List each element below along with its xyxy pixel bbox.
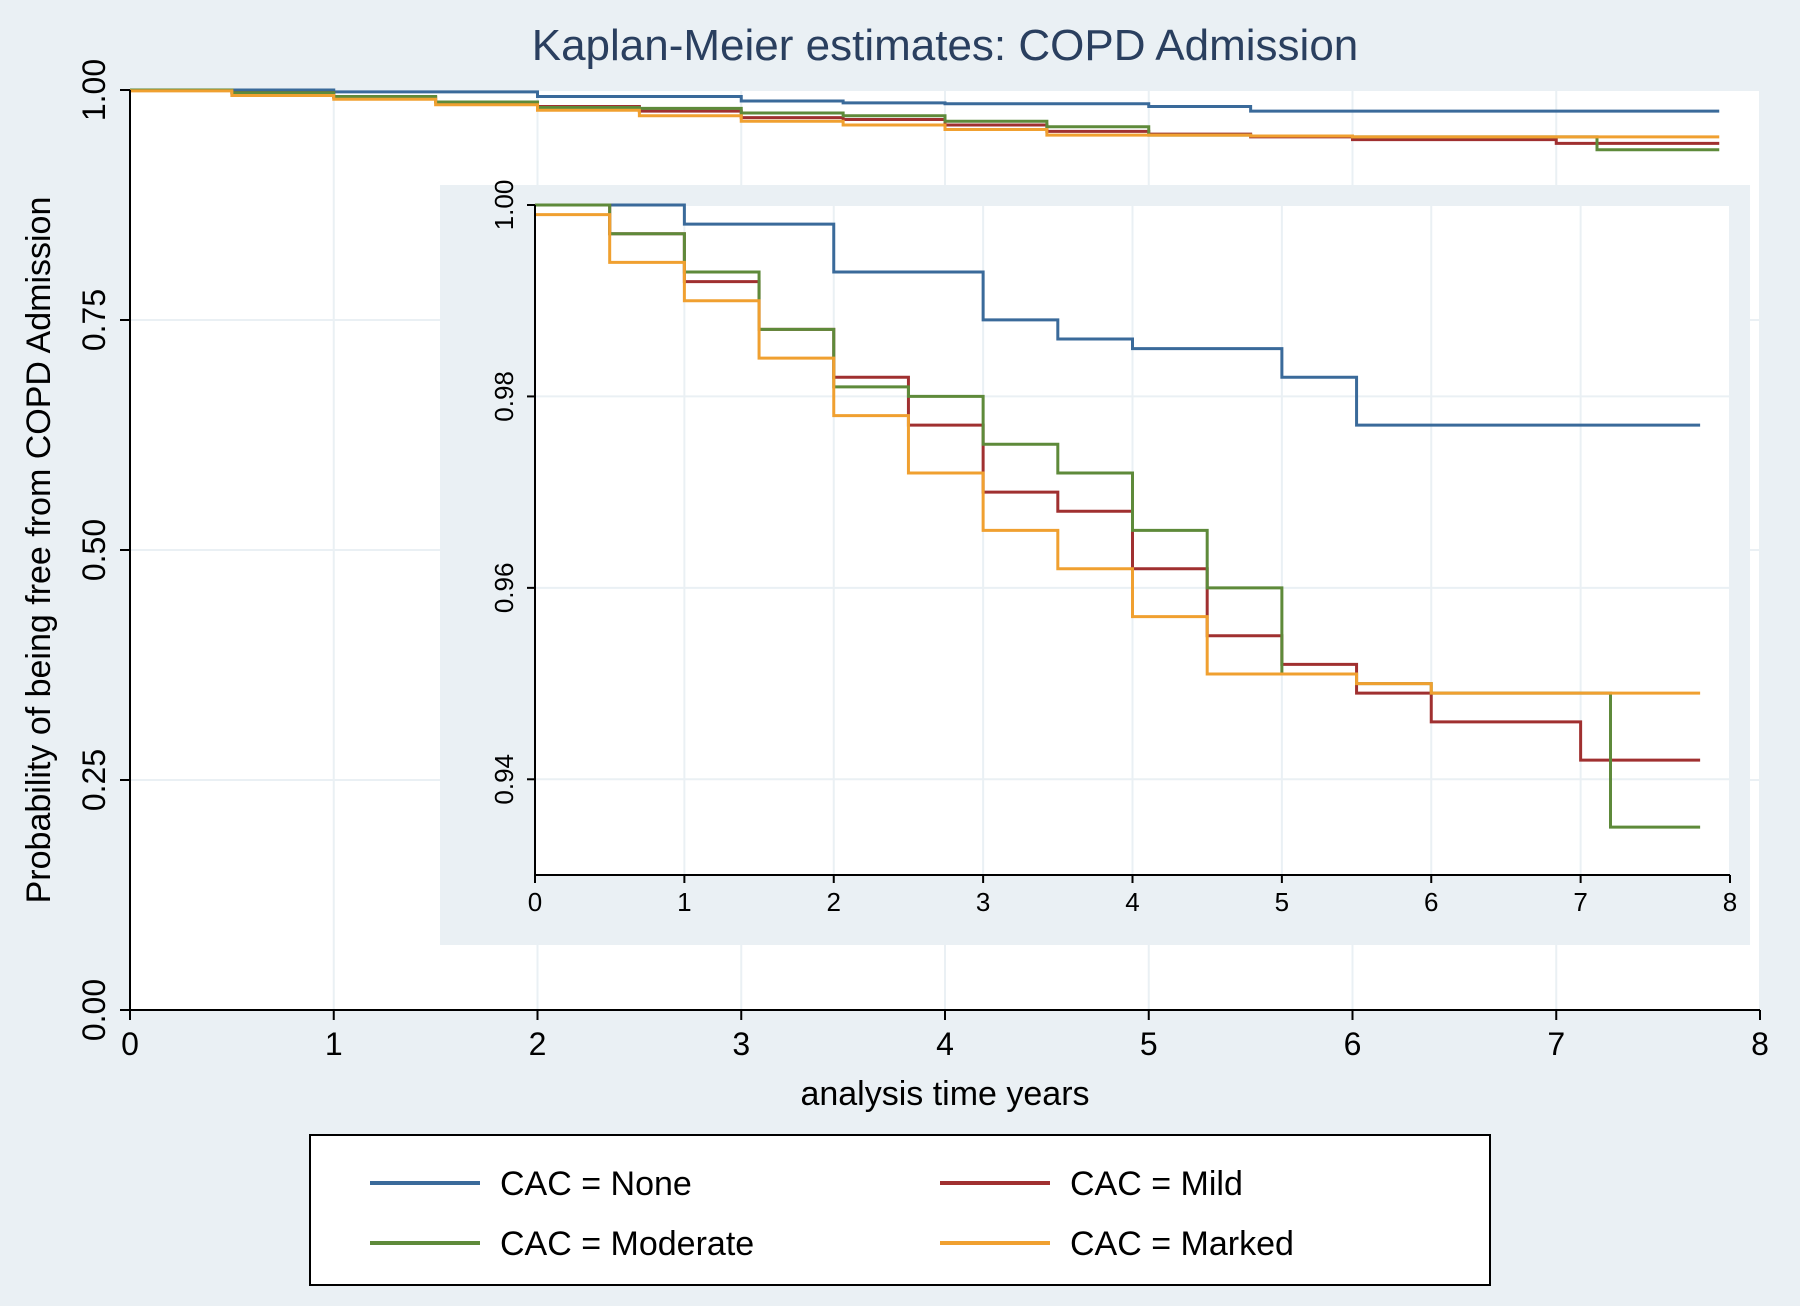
legend-label: CAC = Mild <box>1070 1165 1243 1203</box>
inset-x-ticklabel: 8 <box>1723 887 1737 917</box>
main-x-ticklabel: 8 <box>1751 1026 1769 1062</box>
main-y-ticklabel: 0.75 <box>76 289 112 351</box>
inset-x-ticklabel: 1 <box>677 887 691 917</box>
inset-x-ticklabel: 4 <box>1125 887 1139 917</box>
main-y-ticklabel: 0.50 <box>76 519 112 581</box>
legend-label: CAC = None <box>500 1165 692 1203</box>
main-y-label: Probability of being free from COPD Admi… <box>20 197 58 904</box>
inset-y-ticklabel: 0.98 <box>489 371 519 422</box>
inset-y-ticklabel: 1.00 <box>489 180 519 231</box>
legend-label: CAC = Moderate <box>500 1225 754 1263</box>
chart-title: Kaplan-Meier estimates: COPD Admission <box>532 21 1359 70</box>
inset-x-ticklabel: 0 <box>528 887 542 917</box>
inset-x-ticklabel: 5 <box>1275 887 1289 917</box>
main-x-ticklabel: 3 <box>732 1026 750 1062</box>
main-y-ticklabel: 1.00 <box>76 59 112 121</box>
main-x-label: analysis time years <box>800 1075 1089 1113</box>
main-y-ticklabel: 0.25 <box>76 749 112 811</box>
main-x-ticklabel: 2 <box>529 1026 547 1062</box>
main-x-ticklabel: 7 <box>1547 1026 1565 1062</box>
main-y-ticklabel: 0.00 <box>76 979 112 1041</box>
main-x-ticklabel: 4 <box>936 1026 954 1062</box>
main-x-ticklabel: 0 <box>121 1026 139 1062</box>
inset-x-ticklabel: 3 <box>976 887 990 917</box>
main-x-ticklabel: 1 <box>325 1026 343 1062</box>
main-x-ticklabel: 6 <box>1344 1026 1362 1062</box>
main-x-ticklabel: 5 <box>1140 1026 1158 1062</box>
inset-y-ticklabel: 0.96 <box>489 563 519 614</box>
inset-x-ticklabel: 7 <box>1573 887 1587 917</box>
inset-x-ticklabel: 2 <box>827 887 841 917</box>
inset-x-ticklabel: 6 <box>1424 887 1438 917</box>
legend-label: CAC = Marked <box>1070 1225 1294 1263</box>
legend-box <box>310 1135 1490 1285</box>
inset-y-ticklabel: 0.94 <box>489 754 519 805</box>
